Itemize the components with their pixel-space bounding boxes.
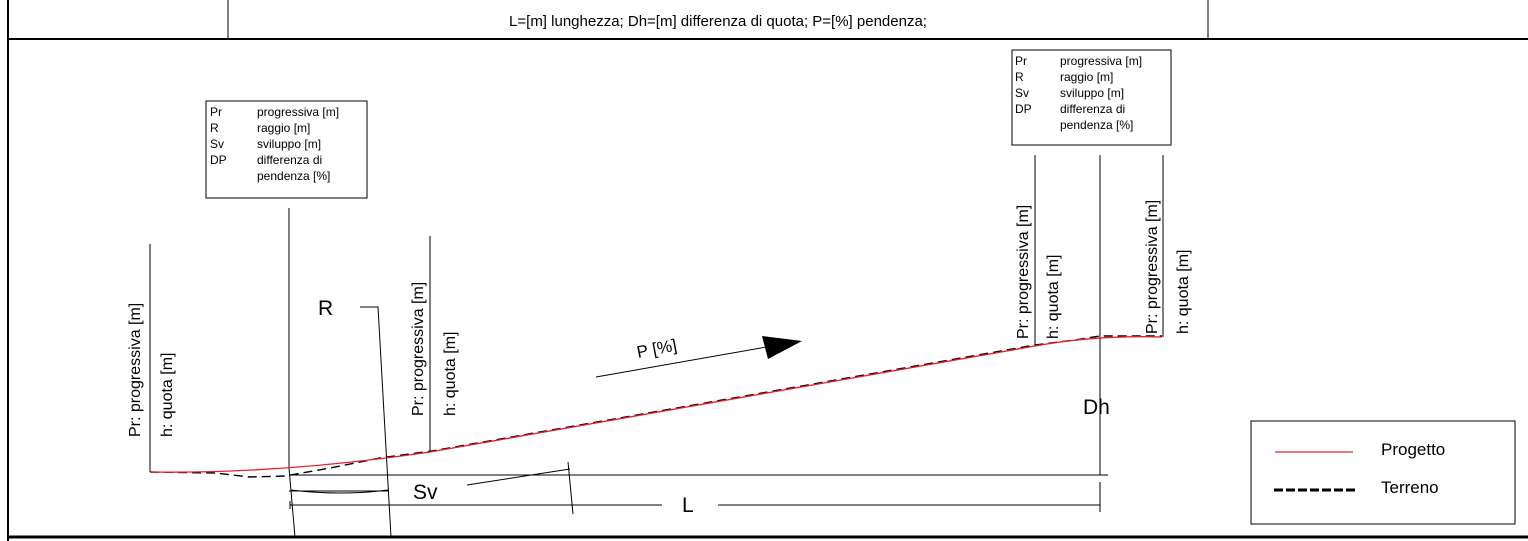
- info-desc-r: raggio [m]: [257, 121, 310, 135]
- reference-lines: [149, 155, 1164, 538]
- station-quota-label: h: quota [m]: [442, 332, 459, 417]
- info-code-pr: Pr: [210, 105, 222, 119]
- station-quota-label: h: quota [m]: [1045, 255, 1062, 340]
- info-desc-pr: progressiva [m]: [1060, 54, 1142, 68]
- station-label-start: Pr: progressiva [m] h: quota [m]: [127, 303, 176, 437]
- terrain-profile-line: [149, 335, 1162, 478]
- info-desc-r: raggio [m]: [1060, 70, 1113, 84]
- frame: [7, 0, 1528, 541]
- station-quota-label: h: quota [m]: [159, 353, 176, 438]
- project-profile-line: [149, 336, 1163, 473]
- station-label-tangent: Pr: progressiva [m] h: quota [m]: [410, 282, 459, 416]
- slope-arrow-line: [595, 345, 773, 378]
- station-progressiva-label: Pr: progressiva [m]: [127, 303, 144, 437]
- slope-label: P [%]: [635, 336, 678, 362]
- length-label: L: [682, 494, 694, 517]
- radius-leader: [360, 306, 392, 538]
- length-dimension: L: [289, 482, 1101, 517]
- legend-label-project: Progetto: [1381, 440, 1445, 459]
- header-legend-text: L=[m] lunghezza; Dh=[m] differenza di qu…: [509, 13, 927, 30]
- legend-box: [1250, 420, 1516, 525]
- station-label-vertex: Pr: progressiva [m] h: quota [m]: [1015, 205, 1062, 339]
- station-progressiva-label: Pr: progressiva [m]: [1015, 205, 1032, 339]
- info-code-dp: DP: [210, 153, 227, 167]
- info-code-sv: Sv: [1015, 86, 1029, 100]
- info-desc-sv: sviluppo [m]: [257, 137, 321, 151]
- development-label: Sv: [413, 481, 438, 504]
- info-box-right: Pr progressiva [m] R raggio [m] Sv svilu…: [1011, 49, 1172, 146]
- radius-label: R: [318, 297, 333, 320]
- height-difference-label: Dh: [1083, 396, 1110, 419]
- radius-annotation: R: [318, 297, 392, 538]
- legend-label-terrain: Terreno: [1381, 478, 1439, 497]
- slope-arrow-head: [762, 336, 802, 359]
- info-desc-dp: differenza di: [257, 153, 322, 167]
- station-progressiva-label: Pr: progressiva [m]: [1144, 200, 1161, 334]
- station-progressiva-label: Pr: progressiva [m]: [410, 282, 427, 416]
- info-desc-dp-continuation: pendenza [%]: [1060, 118, 1133, 132]
- info-code-dp: DP: [1015, 102, 1032, 116]
- info-code-r: R: [210, 121, 219, 135]
- legend: Progetto Terreno: [1250, 420, 1516, 525]
- info-box-left: Pr progressiva [m] R raggio [m] Sv svilu…: [205, 100, 368, 199]
- info-code-pr: Pr: [1015, 54, 1027, 68]
- info-desc-dp-continuation: pendenza [%]: [257, 169, 330, 183]
- info-code-r: R: [1015, 70, 1024, 84]
- info-desc-sv: sviluppo [m]: [1060, 86, 1124, 100]
- development-dimension: Sv: [289, 461, 574, 515]
- slope-annotation: P [%]: [595, 336, 802, 378]
- info-desc-dp: differenza di: [1060, 102, 1125, 116]
- station-quota-label: h: quota [m]: [1175, 250, 1192, 335]
- station-label-end: Pr: progressiva [m] h: quota [m]: [1144, 200, 1192, 334]
- info-code-sv: Sv: [210, 137, 224, 151]
- info-desc-pr: progressiva [m]: [257, 105, 339, 119]
